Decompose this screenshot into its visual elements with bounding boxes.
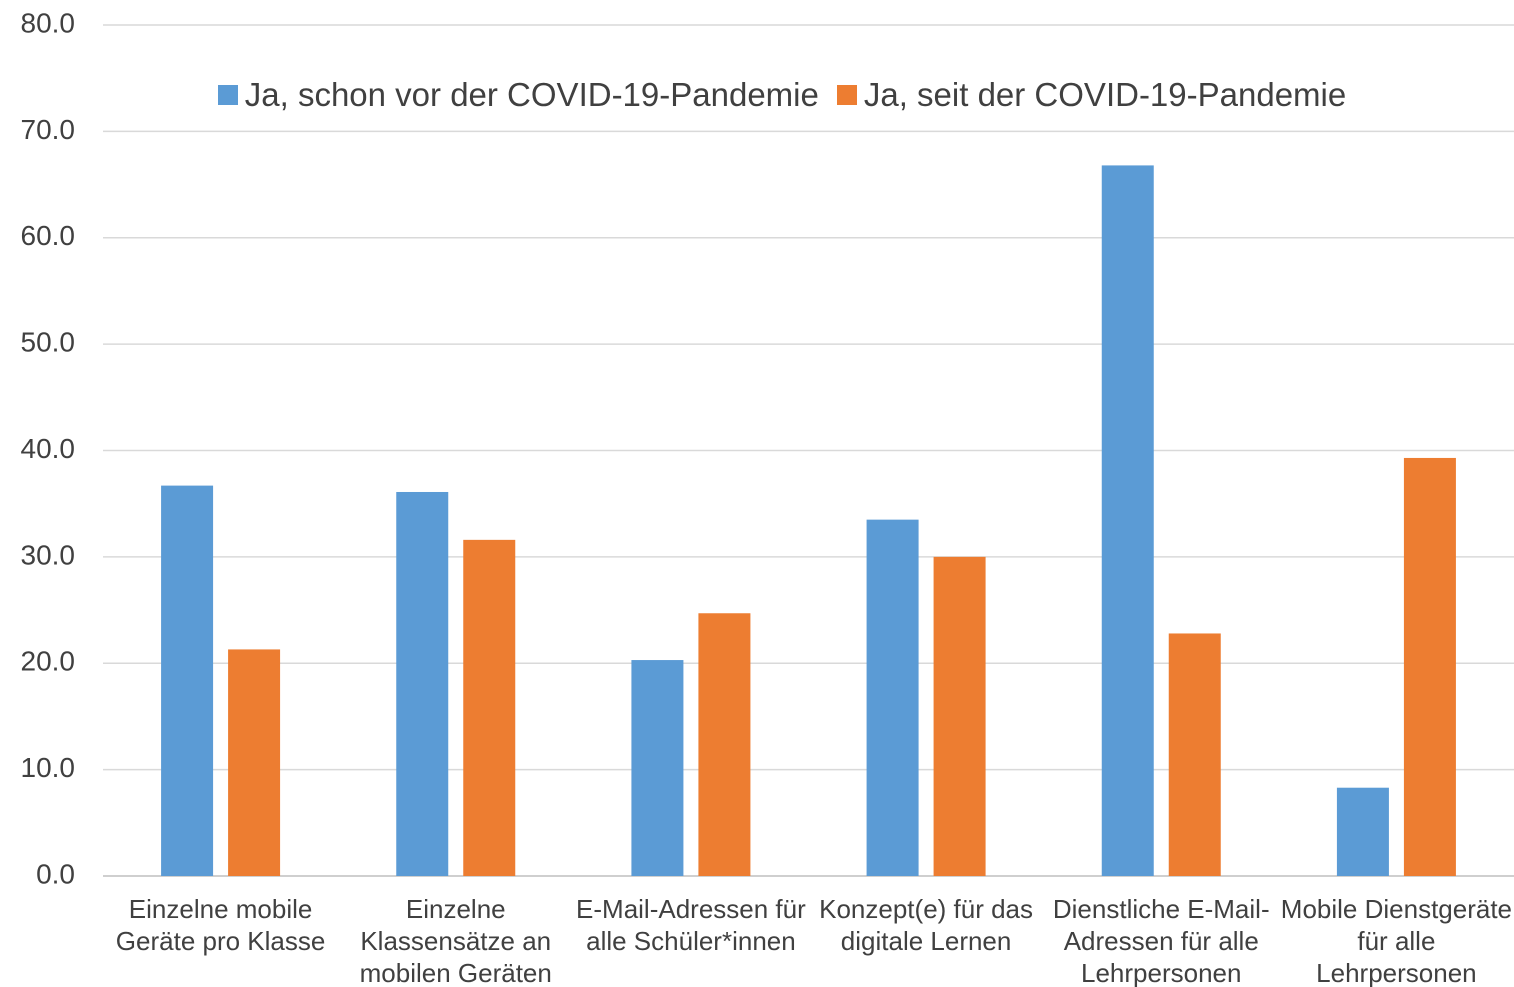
bar <box>396 491 449 876</box>
legend-label: Ja, schon vor der COVID-19-Pandemie <box>244 76 819 113</box>
y-tick-label: 80.0 <box>21 7 76 38</box>
x-tick-label: Konzept(e) für das digitale Lernen <box>819 894 1034 956</box>
x-tick-label: Einzelne Klassensätze an mobilen Geräten <box>359 894 552 987</box>
y-tick-label: 20.0 <box>21 646 76 677</box>
legend-item: Ja, seit der COVID-19-Pandemie <box>836 76 1347 114</box>
y-tick-label: 40.0 <box>21 433 76 464</box>
bar <box>463 539 516 876</box>
x-tick-label: Einzelne mobile Geräte pro Klasse <box>115 894 326 956</box>
bar <box>1403 457 1456 876</box>
x-tick-label: Mobile Dienstgeräte für alle Lehrpersone… <box>1280 894 1513 987</box>
bar <box>161 485 214 876</box>
legend-label: Ja, seit der COVID-19-Pandemie <box>863 76 1347 113</box>
bar <box>1101 165 1154 877</box>
y-tick-label: 60.0 <box>21 220 76 251</box>
bar <box>933 556 986 876</box>
y-tick-label: 0.0 <box>36 858 75 889</box>
legend-item: Ja, schon vor der COVID-19-Pandemie <box>217 76 819 114</box>
y-tick-label: 10.0 <box>21 752 76 783</box>
bar <box>228 649 281 876</box>
bar <box>1168 633 1221 876</box>
legend: Ja, schon vor der COVID-19-Pandemie Ja, s… <box>0 76 1514 114</box>
bar <box>698 613 751 876</box>
x-tick-label: E-Mail-Adressen für alle Schüler*innen <box>576 894 806 956</box>
y-tick-label: 50.0 <box>21 327 76 358</box>
legend-swatch <box>836 85 857 105</box>
bar <box>1336 787 1389 876</box>
bar <box>866 519 919 876</box>
x-tick-label: Dienstliche E-Mail-Adressen für alle Leh… <box>1052 894 1270 987</box>
bar <box>631 660 684 876</box>
y-tick-label: 70.0 <box>21 114 76 145</box>
legend-swatch <box>217 85 238 105</box>
y-tick-label: 30.0 <box>21 539 76 570</box>
